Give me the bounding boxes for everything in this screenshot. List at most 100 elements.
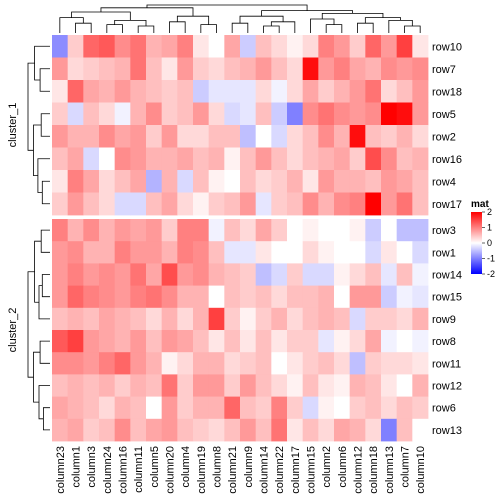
heatmap-cell	[67, 418, 84, 442]
heatmap-cell	[52, 80, 69, 103]
heatmap-cell	[412, 330, 429, 353]
heatmap-cell	[255, 330, 272, 353]
row-label: row10	[432, 41, 462, 53]
heatmap-cell	[412, 125, 429, 148]
heatmap-cell	[177, 352, 194, 375]
column-label: column5	[149, 446, 161, 488]
heatmap-cell	[302, 285, 319, 309]
column-label: column6	[337, 446, 349, 488]
heatmap-cell	[412, 57, 429, 81]
dendrogram-branch	[263, 25, 280, 33]
heatmap-cell	[334, 241, 351, 264]
heatmap-cell	[114, 396, 131, 420]
heatmap-cell	[318, 35, 335, 58]
heatmap-cell	[224, 192, 241, 216]
dendrogram-branch	[41, 274, 50, 298]
dendrogram-branch	[231, 22, 249, 33]
heatmap-cell	[318, 396, 335, 420]
heatmap-cell	[114, 192, 131, 216]
heatmap-cell	[381, 418, 398, 442]
heatmap-cell	[396, 330, 413, 353]
heatmap-cell	[287, 418, 304, 442]
heatmap-cell	[334, 80, 351, 103]
heatmap-cell	[52, 263, 69, 286]
heatmap-cell	[255, 80, 272, 103]
column-label: column17	[290, 446, 302, 494]
heatmap-cell	[177, 330, 194, 353]
heatmap-cell	[224, 352, 241, 375]
cluster-label: cluster_1	[7, 103, 19, 148]
heatmap-cell	[114, 219, 131, 242]
heatmap-cell	[177, 170, 194, 193]
heatmap-cell	[349, 352, 366, 375]
heatmap-cell	[381, 35, 398, 58]
heatmap-cell	[255, 374, 272, 397]
heatmap-cell	[99, 170, 116, 193]
heatmap-cell	[177, 102, 194, 126]
column-label: column14	[259, 446, 271, 494]
heatmap-cell	[412, 102, 429, 126]
column-label: column3	[86, 446, 98, 488]
heatmap-cell	[318, 374, 335, 397]
heatmap-cell	[349, 192, 366, 216]
heatmap-cell	[349, 374, 366, 397]
heatmap-cell	[224, 307, 241, 331]
heatmap-cell	[255, 125, 272, 148]
row-labels: row10 row7 row18 row5 row2 row16 row4 row17 row3…	[432, 41, 462, 437]
heatmap-cell	[381, 147, 398, 171]
dendrogram-branch	[325, 24, 343, 33]
heatmap-cell	[349, 102, 366, 126]
heatmap-cell	[52, 285, 69, 309]
heatmap-cell	[271, 307, 288, 331]
heatmap-cell	[146, 219, 163, 242]
heatmap-cell	[365, 35, 382, 58]
column-label: column11	[133, 446, 145, 493]
heatmap-cell	[349, 57, 366, 81]
heatmap-cell	[177, 125, 194, 148]
heatmap-cell	[240, 35, 257, 58]
heatmap-cell	[318, 418, 335, 442]
row-label: row8	[432, 336, 456, 348]
heatmap-cell	[224, 396, 241, 420]
dendrogram-branch	[75, 22, 92, 33]
heatmap-cell	[130, 170, 147, 193]
heatmap-cell	[99, 57, 116, 81]
heatmap-cell	[240, 102, 257, 126]
heatmap-cell	[365, 102, 382, 126]
row-label: row9	[432, 314, 456, 326]
heatmap-cell	[271, 352, 288, 375]
heatmap-cell	[83, 80, 100, 103]
heatmap-cell	[114, 241, 131, 264]
heatmap-cell	[287, 330, 304, 353]
heatmap-cell	[302, 57, 319, 81]
heatmap-cell	[412, 263, 429, 286]
heatmap-cell	[334, 352, 351, 375]
heatmap-cell	[83, 418, 100, 442]
heatmap-cell	[114, 374, 131, 397]
heatmap-cell	[224, 57, 241, 81]
heatmap-cell	[334, 285, 351, 309]
heatmap-cell	[224, 125, 241, 148]
heatmap-cell	[412, 80, 429, 103]
heatmap-cell	[271, 219, 288, 242]
heatmap-cell	[99, 241, 116, 264]
heatmap-cell	[146, 35, 163, 58]
heatmap-cell	[381, 57, 398, 81]
dendrogram-branch	[137, 25, 155, 33]
heatmap-cell	[83, 102, 100, 126]
heatmap-cell	[193, 192, 210, 216]
heatmap-cell	[334, 330, 351, 353]
heatmap-cell	[193, 352, 210, 375]
heatmap-cell	[255, 147, 272, 171]
heatmap-cell	[52, 102, 69, 126]
heatmap-cell	[114, 352, 131, 375]
heatmap-cell	[271, 396, 288, 420]
heatmap-cell	[396, 102, 413, 126]
heatmap-cell	[396, 80, 413, 103]
heatmap-cell	[240, 352, 257, 375]
heatmap-cell	[365, 125, 382, 148]
row-label: row4	[432, 176, 456, 188]
heatmap-cell	[224, 80, 241, 103]
dendrogram-branch	[38, 285, 50, 320]
heatmap-cell	[52, 125, 69, 148]
